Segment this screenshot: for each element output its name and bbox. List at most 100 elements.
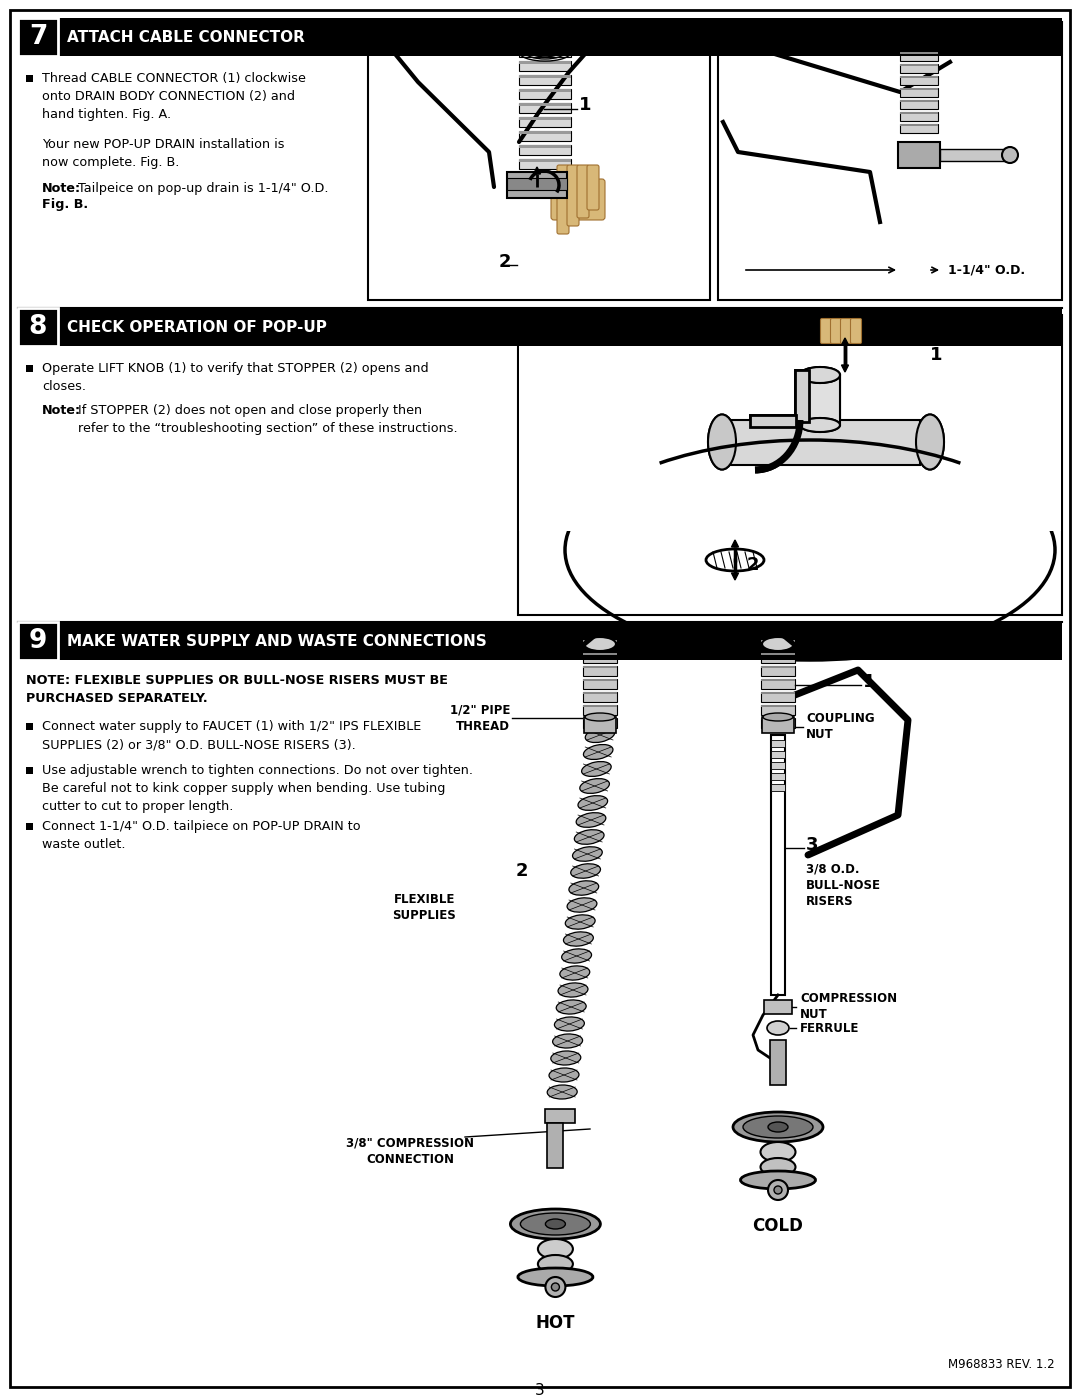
Text: HOT: HOT xyxy=(536,1315,576,1331)
Bar xyxy=(519,159,571,169)
Bar xyxy=(519,103,571,106)
Bar xyxy=(897,142,940,168)
Text: M968833 REV. 1.2: M968833 REV. 1.2 xyxy=(948,1358,1055,1370)
Bar xyxy=(761,718,795,728)
FancyBboxPatch shape xyxy=(557,165,569,235)
Bar xyxy=(795,370,809,422)
Bar xyxy=(18,18,1062,56)
Text: Note:: Note: xyxy=(42,404,81,416)
Polygon shape xyxy=(731,573,739,580)
Text: 1: 1 xyxy=(930,346,943,365)
Text: Connect 1-1/4" O.D. tailpiece on POP-UP DRAIN to
waste outlet.: Connect 1-1/4" O.D. tailpiece on POP-UP … xyxy=(42,820,361,851)
FancyBboxPatch shape xyxy=(831,319,841,344)
Bar xyxy=(718,22,1062,300)
Text: COUPLING
NUT: COUPLING NUT xyxy=(806,712,875,742)
Ellipse shape xyxy=(569,880,598,895)
Ellipse shape xyxy=(576,813,606,827)
Text: 3/8 O.D.
BULL-NOSE
RISERS: 3/8 O.D. BULL-NOSE RISERS xyxy=(806,863,881,908)
Bar xyxy=(900,124,939,133)
Text: Your new POP-UP DRAIN installation is
now complete. Fig. B.: Your new POP-UP DRAIN installation is no… xyxy=(42,138,284,169)
Bar xyxy=(583,692,617,703)
Ellipse shape xyxy=(760,1158,796,1176)
Ellipse shape xyxy=(565,915,595,929)
Bar xyxy=(761,679,795,680)
Polygon shape xyxy=(841,365,849,372)
Bar xyxy=(761,679,795,689)
Ellipse shape xyxy=(538,1239,572,1259)
Ellipse shape xyxy=(741,1171,815,1189)
Text: Fig. B.: Fig. B. xyxy=(726,29,777,43)
Ellipse shape xyxy=(564,932,593,946)
Ellipse shape xyxy=(1002,147,1018,163)
Ellipse shape xyxy=(800,418,840,432)
FancyBboxPatch shape xyxy=(577,165,589,218)
Text: 2: 2 xyxy=(499,253,512,271)
Bar xyxy=(900,88,939,96)
Text: Connect water supply to FAUCET (1) with 1/2" IPS FLEXIBLE
SUPPLIES (2) or 3/8" O: Connect water supply to FAUCET (1) with … xyxy=(42,719,421,752)
Bar xyxy=(761,705,795,707)
Bar xyxy=(518,314,1062,615)
Bar xyxy=(519,316,1061,531)
Bar xyxy=(900,112,939,115)
Bar xyxy=(900,52,939,61)
Bar xyxy=(519,131,571,141)
Bar xyxy=(507,172,567,198)
Polygon shape xyxy=(534,168,540,175)
Ellipse shape xyxy=(545,1220,566,1229)
Ellipse shape xyxy=(760,1141,796,1162)
Bar xyxy=(762,717,794,733)
Bar xyxy=(802,374,840,425)
Ellipse shape xyxy=(558,983,588,997)
Text: 9: 9 xyxy=(29,629,48,654)
Text: ATTACH CABLE CONNECTOR: ATTACH CABLE CONNECTOR xyxy=(67,29,305,45)
Bar xyxy=(519,187,571,197)
Bar xyxy=(519,159,571,162)
Text: MAKE WATER SUPPLY AND WASTE CONNECTIONS: MAKE WATER SUPPLY AND WASTE CONNECTIONS xyxy=(67,633,487,648)
Ellipse shape xyxy=(545,1277,566,1296)
Text: Fig. B.: Fig. B. xyxy=(42,198,89,211)
Ellipse shape xyxy=(548,1085,577,1099)
Bar xyxy=(18,622,58,659)
Bar xyxy=(519,131,571,134)
Bar xyxy=(761,652,795,664)
Bar xyxy=(519,103,571,113)
Bar xyxy=(18,307,58,346)
Ellipse shape xyxy=(733,1112,823,1141)
Bar xyxy=(750,415,796,427)
Bar xyxy=(583,652,617,664)
Bar xyxy=(900,75,939,85)
FancyBboxPatch shape xyxy=(851,319,862,344)
Bar xyxy=(583,666,617,676)
Bar xyxy=(802,374,840,425)
Bar xyxy=(18,622,1062,659)
Text: Operate LIFT KNOB (1) to verify that STOPPER (2) opens and
closes.: Operate LIFT KNOB (1) to verify that STO… xyxy=(42,362,429,393)
Bar xyxy=(519,117,571,120)
Bar xyxy=(900,64,939,73)
Ellipse shape xyxy=(768,1122,788,1132)
Bar xyxy=(507,177,567,190)
Ellipse shape xyxy=(774,1186,782,1194)
Bar xyxy=(519,61,571,71)
Bar xyxy=(519,89,571,99)
Text: COMPRESSION
NUT: COMPRESSION NUT xyxy=(800,992,897,1021)
FancyBboxPatch shape xyxy=(840,319,851,344)
Text: 1-1/4" O.D.: 1-1/4" O.D. xyxy=(948,264,1025,277)
FancyBboxPatch shape xyxy=(551,179,605,219)
Bar xyxy=(761,692,795,694)
Ellipse shape xyxy=(800,418,840,432)
Ellipse shape xyxy=(916,415,944,469)
Bar xyxy=(764,1000,792,1014)
Ellipse shape xyxy=(706,549,764,571)
Bar xyxy=(519,75,571,85)
Bar xyxy=(900,124,939,126)
Text: 2: 2 xyxy=(515,862,528,880)
Text: Tailpeice on pop-up drain is 1-1/4" O.D.: Tailpeice on pop-up drain is 1-1/4" O.D. xyxy=(78,182,328,196)
Bar xyxy=(730,420,920,465)
Bar xyxy=(26,75,33,82)
Bar xyxy=(583,666,617,668)
Bar xyxy=(519,61,571,64)
Bar xyxy=(584,717,616,733)
Ellipse shape xyxy=(538,1255,572,1273)
Bar xyxy=(18,18,58,56)
Bar xyxy=(761,692,795,703)
